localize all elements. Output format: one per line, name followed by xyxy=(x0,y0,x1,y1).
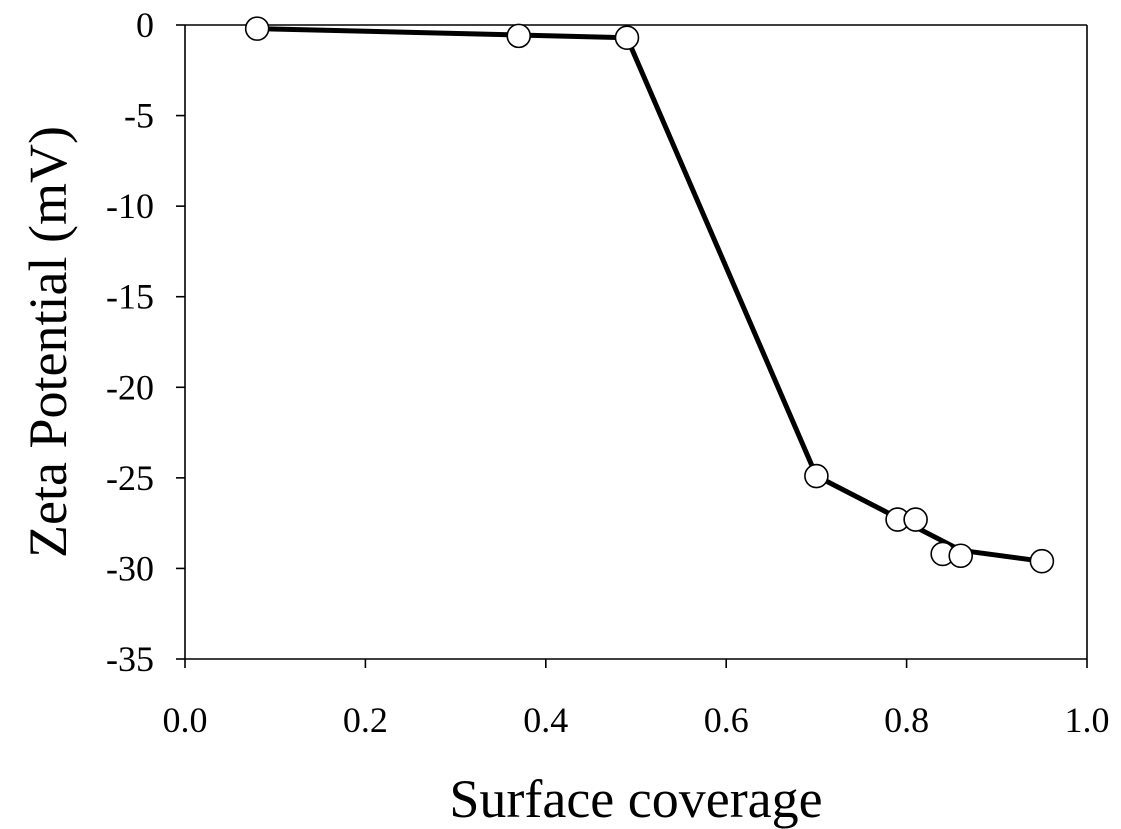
x-axis-title: Surface coverage xyxy=(449,769,822,829)
y-tick-label-7: -35 xyxy=(106,639,154,679)
x-tick-label-3: 0.6 xyxy=(704,700,749,740)
x-tick-label-1: 0.2 xyxy=(343,700,388,740)
data-point-1 xyxy=(506,23,532,49)
x-tick-label-0: 0.0 xyxy=(163,700,208,740)
data-point-2 xyxy=(614,25,640,50)
y-tick-label-3: -15 xyxy=(106,277,154,317)
y-tick-label-0: 0 xyxy=(136,5,154,45)
y-tick-label-5: -25 xyxy=(106,458,154,498)
data-point-3 xyxy=(804,463,829,489)
data-point-7 xyxy=(948,543,974,569)
data-point-5 xyxy=(903,507,928,532)
y-tick-label-6: -30 xyxy=(106,548,154,588)
series-layer xyxy=(244,16,1055,574)
y-tick-label-2: -10 xyxy=(106,186,154,226)
series-line-1 xyxy=(254,26,1045,564)
x-tick-label-4: 0.8 xyxy=(884,700,929,740)
y-axis-ticks: 0 -5 -10 -15 -20 -25 -30 -35 xyxy=(106,5,185,679)
y-axis-title: Zeta Potential (mV) xyxy=(18,126,78,558)
x-tick-label-5: 1.0 xyxy=(1065,700,1110,740)
data-point-0 xyxy=(244,16,270,41)
x-axis-ticks: 0.0 0.2 0.4 0.6 0.8 1.0 xyxy=(163,659,1110,740)
y-tick-label-1: -5 xyxy=(124,96,154,136)
plot-area xyxy=(184,24,1088,660)
data-point-8 xyxy=(1029,548,1055,574)
y-tick-label-4: -20 xyxy=(106,367,154,407)
x-tick-label-2: 0.4 xyxy=(523,700,568,740)
